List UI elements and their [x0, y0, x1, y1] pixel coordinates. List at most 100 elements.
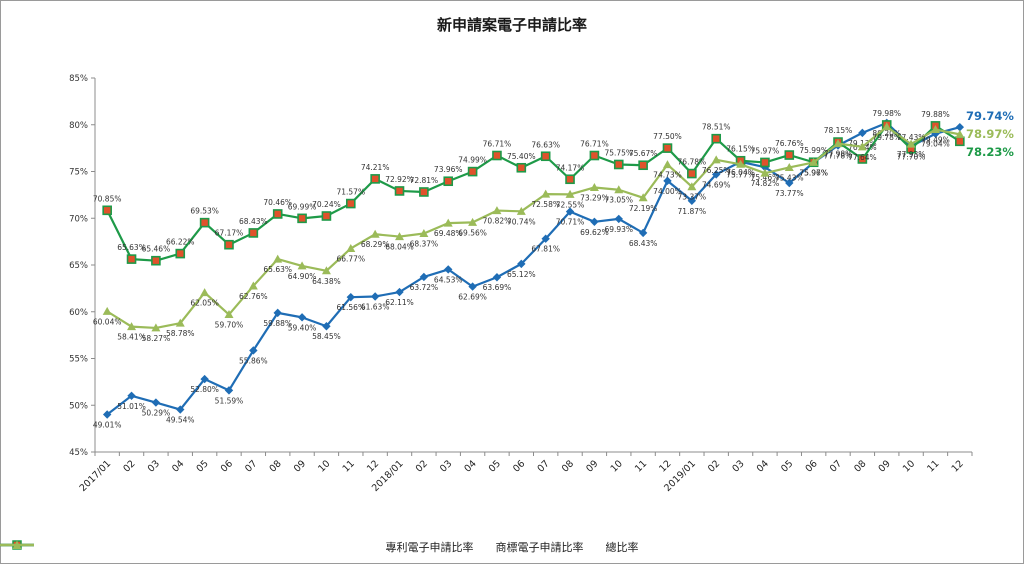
data-label: 71.57% — [336, 188, 365, 197]
data-label: 79.98% — [872, 109, 901, 118]
x-tick-label: 12 — [365, 458, 381, 474]
x-tick-label: 2017/01 — [78, 458, 114, 494]
series-line-0 — [107, 123, 960, 415]
data-label: 71.87% — [678, 207, 707, 216]
data-label: 77.50% — [653, 132, 682, 141]
x-tick-label: 04 — [462, 458, 478, 474]
data-label: 79.49% — [921, 136, 950, 145]
data-label: 52.80% — [190, 385, 219, 394]
data-label: 78.15% — [824, 126, 853, 135]
total-point — [273, 255, 282, 263]
data-label: 72.19% — [629, 204, 658, 213]
data-label: 64.38% — [312, 277, 341, 286]
x-tick-label: 05 — [194, 458, 210, 474]
data-label: 69.53% — [190, 207, 219, 216]
legend-item-trademark: 商標電子申請比率 — [496, 539, 584, 555]
patent-point — [858, 129, 866, 137]
x-tick-label: 11 — [341, 458, 357, 474]
data-label: 63.69% — [483, 283, 512, 292]
patent-point — [152, 398, 160, 406]
y-tick-label: 55% — [69, 355, 88, 365]
total-point — [346, 244, 355, 252]
data-label: 73.96% — [434, 165, 463, 174]
y-tick-label: 80% — [69, 121, 88, 131]
trademark-point — [663, 144, 671, 152]
x-tick-label: 07 — [243, 458, 259, 474]
data-label: 74.69% — [702, 180, 731, 189]
data-label: 74.21% — [361, 163, 390, 172]
end-label: 78.23% — [966, 145, 1014, 159]
trademark-point — [274, 210, 282, 218]
trademark-point — [712, 135, 720, 143]
chart-legend: 專利電子申請比率 商標電子申請比率 總比率 — [0, 539, 1024, 555]
y-tick-label: 85% — [69, 74, 88, 84]
x-tick-label: 10 — [901, 458, 917, 474]
data-label: 68.37% — [410, 239, 439, 248]
trademark-point — [201, 219, 209, 227]
data-label: 73.37% — [678, 193, 707, 202]
trademark-point — [249, 229, 257, 237]
x-tick-label: 11 — [633, 458, 649, 474]
x-tick-label: 09 — [877, 458, 893, 474]
legend-label-total: 總比率 — [606, 539, 639, 555]
data-label: 76.71% — [483, 140, 512, 149]
x-tick-label: 09 — [292, 458, 308, 474]
line-chart: 45%50%55%60%65%70%75%80%85%2017/01020304… — [0, 0, 1024, 530]
total-point — [200, 288, 209, 296]
total-point — [103, 307, 112, 315]
data-label: 72.81% — [410, 176, 439, 185]
y-tick-label: 50% — [69, 401, 88, 411]
legend-item-total: 總比率 — [606, 539, 639, 555]
trademark-point — [761, 158, 769, 166]
legend-label-patent: 專利電子申請比率 — [386, 539, 474, 555]
trademark-point — [420, 188, 428, 196]
data-label: 69.56% — [458, 228, 487, 237]
x-tick-label: 09 — [584, 458, 600, 474]
y-tick-label: 45% — [69, 448, 88, 458]
data-label: 59.40% — [288, 323, 317, 332]
data-label: 79.78% — [872, 133, 901, 142]
data-label: 79.88% — [921, 110, 950, 119]
x-tick-label: 04 — [170, 458, 186, 474]
data-label: 58.45% — [312, 332, 341, 341]
patent-point — [590, 218, 598, 226]
x-tick-label: 06 — [219, 458, 235, 474]
x-tick-label: 05 — [779, 458, 795, 474]
data-label: 77.64% — [848, 153, 877, 162]
end-label: 78.97% — [966, 127, 1014, 141]
data-label: 75.40% — [507, 152, 536, 161]
data-label: 69.93% — [604, 225, 633, 234]
trademark-point — [396, 187, 404, 195]
data-label: 70.24% — [312, 200, 341, 209]
data-label: 70.74% — [507, 217, 536, 226]
data-label: 67.81% — [531, 245, 560, 254]
x-tick-label: 08 — [267, 458, 283, 474]
data-label: 67.17% — [215, 229, 244, 238]
trademark-point — [444, 177, 452, 185]
trademark-point — [639, 161, 647, 169]
trademark-point — [128, 255, 136, 263]
data-label: 62.69% — [458, 293, 487, 302]
x-tick-label: 10 — [316, 458, 332, 474]
patent-point — [371, 292, 379, 300]
data-label: 73.77% — [775, 189, 804, 198]
data-label: 74.17% — [556, 163, 585, 172]
trademark-point — [469, 168, 477, 176]
y-tick-label: 65% — [69, 261, 88, 271]
data-label: 74.99% — [458, 156, 487, 165]
y-tick-label: 70% — [69, 214, 88, 224]
data-label: 59.70% — [215, 321, 244, 330]
x-tick-label: 08 — [852, 458, 868, 474]
data-label: 70.85% — [93, 194, 122, 203]
data-label: 70.71% — [556, 218, 585, 227]
trademark-point — [152, 257, 160, 265]
trademark-point — [298, 214, 306, 222]
x-tick-label: 03 — [146, 458, 162, 474]
legend-item-patent: 專利電子申請比率 — [386, 539, 474, 555]
data-label: 49.54% — [166, 416, 195, 425]
x-tick-label: 03 — [730, 458, 746, 474]
x-tick-label: 02 — [414, 458, 430, 474]
data-label: 75.97% — [799, 168, 828, 177]
trademark-point — [517, 164, 525, 172]
x-tick-label: 08 — [560, 458, 576, 474]
